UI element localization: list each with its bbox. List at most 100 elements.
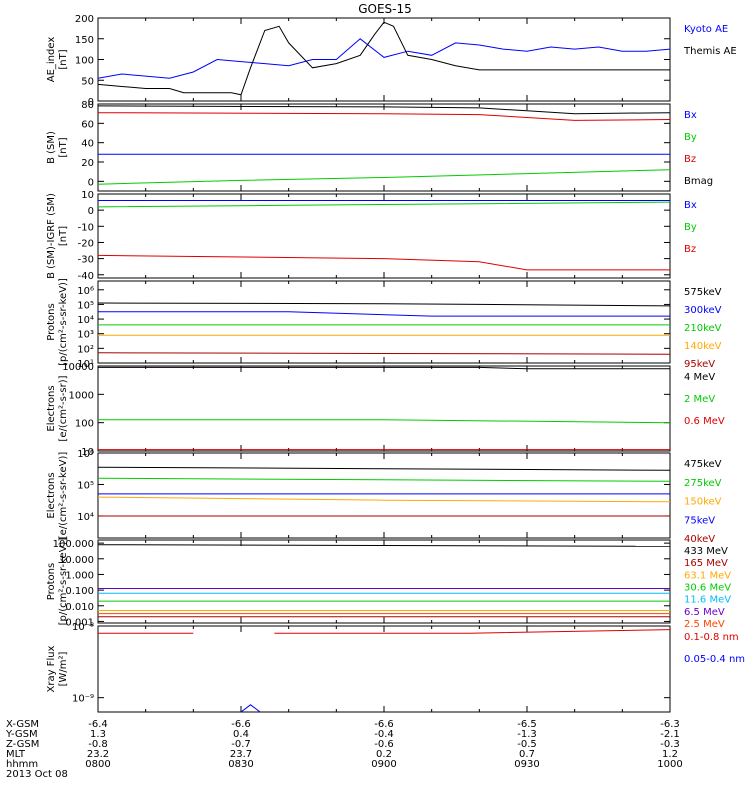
- panel-5: 10 100 1000 10000 Electrons [e/(cm²-s-sr)] 4 M…: [46, 362, 725, 458]
- legend-label: 0.05-0.4 nm: [684, 654, 745, 665]
- legend-label: 140keV: [684, 341, 722, 352]
- series-line-bz: [98, 112, 670, 121]
- y-tick-label: 200: [75, 14, 94, 25]
- y-tick-label: 10⁵: [77, 300, 94, 311]
- y-axis-label: Electrons: [46, 385, 57, 431]
- y-tick-label: -40: [78, 271, 94, 282]
- y-tick-label: 10.000: [59, 555, 94, 566]
- y-tick-label: 0: [88, 177, 94, 188]
- y-tick-label: 1.000: [65, 570, 94, 581]
- y-tick-label: 60: [81, 119, 94, 130]
- legend-label: 575keV: [684, 287, 722, 298]
- y-tick-label: 10³: [77, 330, 94, 341]
- legend-label: 30.6 MeV: [684, 583, 731, 594]
- y-tick-label: 10000: [62, 362, 94, 373]
- y-tick-label: 10⁶: [77, 286, 94, 297]
- y-tick-label: 150: [75, 35, 94, 46]
- y-tick-label: 0: [88, 97, 94, 108]
- series-line-themis-ae: [98, 21, 670, 96]
- y-tick-label: 80: [81, 100, 94, 111]
- series-line-4-mev: [98, 366, 670, 370]
- legend-label: 300keV: [684, 305, 722, 316]
- legend-label: 11.6 MeV: [684, 595, 731, 606]
- series-line-by: [98, 169, 670, 185]
- footer-row-label: X-GSM: [6, 719, 39, 730]
- y-tick-label: 10: [81, 190, 94, 201]
- y-tick-label: 1000: [69, 390, 94, 401]
- y-tick-label: -10: [78, 222, 94, 233]
- y-axis-label: Xray Flux: [46, 645, 57, 692]
- footer-value: -6.5: [517, 719, 537, 730]
- y-tick-label: 20: [81, 158, 94, 169]
- panel-7: 0.001 0.010 0.100 1.000 10.000 100.000 Protons…: [46, 538, 731, 630]
- series-line-kyoto-ae: [98, 38, 670, 79]
- panel-frame: [97, 365, 671, 452]
- footer-value: 0800: [85, 759, 110, 770]
- footer-value: 1000: [657, 759, 682, 770]
- y-tick-label: 0: [88, 206, 94, 217]
- footer-value: 0930: [514, 759, 539, 770]
- footer-value: -2.1: [660, 729, 680, 740]
- footer-value: -0.6: [374, 739, 394, 750]
- panel-6: 10⁴ 10⁵ 10⁶ Electrons [e/(cm²-s-sr-keV)] 475k…: [46, 449, 722, 545]
- legend-label: By: [684, 132, 697, 143]
- legend-label: Bx: [684, 200, 697, 211]
- legend-label: 75keV: [684, 515, 715, 526]
- legend-label: Bz: [684, 244, 696, 255]
- legend-label: 4 MeV: [684, 372, 715, 383]
- series-line-475kev: [98, 466, 670, 471]
- y-axis-label: [p/(cm²-s-sr-keV)]: [58, 538, 69, 626]
- y-axis-label: B (SM): [46, 131, 57, 164]
- legend-label: 150keV: [684, 497, 722, 508]
- y-tick-label: -20: [78, 238, 94, 249]
- legend-label: 6.5 MeV: [684, 607, 725, 618]
- orbit-footer: X-GSM -6.4 -6.6 -6.6 -6.5 -6.3 Y-GSM 1.3 0.4 -0.4…: [5, 719, 683, 780]
- footer-row-label: MLT: [6, 749, 26, 760]
- legend-label: Bmag: [684, 176, 713, 187]
- footer-value: -0.3: [660, 739, 680, 750]
- series-line-575kev: [98, 302, 670, 307]
- series-line-0-05-0-4-nm: [240, 704, 261, 712]
- series-line-bmag: [98, 105, 670, 115]
- series-line-bz: [98, 254, 670, 271]
- y-axis-label: Protons: [46, 563, 57, 600]
- footer-value: -6.6: [231, 719, 251, 730]
- y-axis-label: B (SM)-IGRF (SM): [46, 193, 57, 279]
- y-tick-label: 50: [81, 76, 94, 87]
- y-tick-label: 10⁴: [77, 512, 94, 523]
- panel-3: -40 -30 -20 -10 0 10 B (SM)-IGRF (SM) [nT] Bx By B…: [46, 190, 697, 282]
- legend-label: Bx: [684, 110, 697, 121]
- y-axis-label: [nT]: [58, 226, 69, 246]
- legend-label: 2 MeV: [684, 394, 715, 405]
- y-tick-label: 10⁻⁹: [72, 694, 94, 705]
- y-tick-label: 0.010: [65, 602, 94, 613]
- y-axis-label: Electrons: [46, 472, 57, 518]
- footer-value: -0.5: [517, 739, 537, 750]
- y-axis-label: Protons: [46, 303, 57, 340]
- y-tick-label: 10⁴: [77, 315, 94, 326]
- footer-value: 0.7: [519, 749, 535, 760]
- panel-frame: [97, 280, 671, 364]
- footer-value: 23.7: [230, 749, 252, 760]
- legend-label: Kyoto AE: [684, 24, 728, 35]
- footer-row-label: Z-GSM: [6, 739, 39, 750]
- legend-label: 433 MeV: [684, 546, 728, 557]
- series-line-by: [98, 201, 670, 208]
- y-axis-label: [p/(cm²-s-sr-keV)]: [58, 278, 69, 366]
- y-tick-label: 100: [75, 56, 94, 67]
- legend-label: 63.1 MeV: [684, 570, 731, 581]
- footer-value: 0.4: [233, 729, 249, 740]
- y-tick-label: 100: [75, 419, 94, 430]
- panel-2: 0 20 40 60 80 B (SM) [nT] Bx By Bz Bmag: [46, 100, 713, 192]
- legend-label: Themis AE: [683, 46, 737, 57]
- legend-label: Bz: [684, 154, 696, 165]
- y-tick-label: 0.001: [65, 617, 94, 628]
- footer-value: -6.3: [660, 719, 680, 730]
- panel-8: 10⁻⁹ 10⁻⁸ Xray Flux [W/m²] 0.1-0.8 nm 0.05-0.…: [46, 622, 745, 713]
- panel-frame: [97, 452, 671, 539]
- series-line-433-mev: [98, 544, 670, 547]
- footer-date: 2013 Oct 08: [6, 769, 68, 780]
- y-axis-label: [e/(cm²-s-sr)]: [58, 375, 69, 441]
- legend-label: 165 MeV: [684, 558, 728, 569]
